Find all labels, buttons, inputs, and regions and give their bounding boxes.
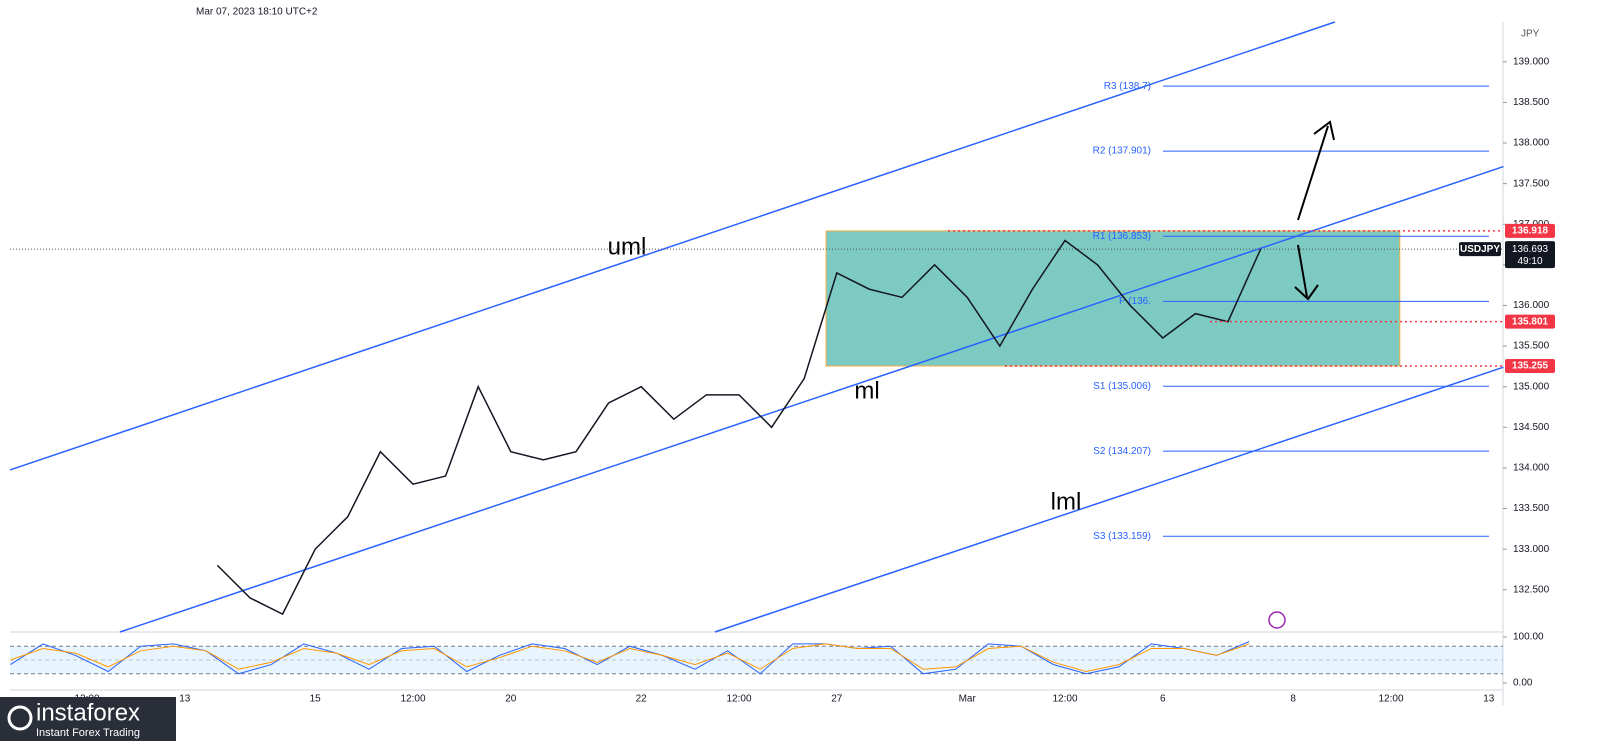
arrow-down-head bbox=[1294, 284, 1319, 301]
y-tick-label: 138.500 bbox=[1513, 97, 1550, 108]
arrow-down bbox=[1297, 244, 1308, 298]
price-tag-box bbox=[1505, 358, 1555, 373]
rsi-tick-label: 0.00 bbox=[1513, 678, 1533, 689]
price-tag-box bbox=[1505, 223, 1555, 238]
y-tick-label: 139.000 bbox=[1513, 56, 1550, 67]
y-tick-label: 132.500 bbox=[1513, 584, 1550, 595]
rsi-band-fill bbox=[10, 646, 1503, 674]
y-tick-label: 138.000 bbox=[1513, 138, 1550, 149]
channel-label: uml bbox=[608, 233, 647, 260]
arrows bbox=[1294, 120, 1335, 301]
arrow-up-head bbox=[1313, 120, 1335, 141]
price-line bbox=[216, 239, 1262, 616]
pivot-label: R1 (136.853) bbox=[1093, 231, 1151, 242]
pivot-label: S1 (135.006) bbox=[1093, 381, 1151, 392]
pivot-label: S3 (133.159) bbox=[1093, 531, 1151, 542]
price-tag-box bbox=[1505, 314, 1555, 329]
x-tick-label: 15 bbox=[310, 694, 322, 705]
x-tick-label: 12:00 bbox=[1052, 694, 1077, 705]
y-tick-label: 134.000 bbox=[1513, 463, 1550, 474]
rsi-line bbox=[10, 643, 1250, 673]
x-tick-label: 6 bbox=[1160, 694, 1166, 705]
x-tick-label: 13 bbox=[1483, 694, 1495, 705]
x-tick-label: 12:00 bbox=[726, 694, 751, 705]
plot: 132.500 133.000 133.500 134.000 134.500 135.0… bbox=[9, 21, 1555, 705]
watermark-logo bbox=[7, 705, 33, 731]
pivot-label: S2 (134.207) bbox=[1093, 446, 1151, 457]
symbol-tag: USDJPY bbox=[1460, 244, 1500, 255]
y-tick-label: 135.500 bbox=[1513, 341, 1550, 352]
price-tag: 135.255 bbox=[1512, 361, 1549, 372]
x-tick-label: 22 bbox=[636, 694, 648, 705]
x-tick-label: 12:00 bbox=[400, 694, 425, 705]
alert-icon[interactable] bbox=[1268, 611, 1286, 629]
countdown: 49:10 bbox=[1517, 256, 1542, 267]
symbol-tag-box bbox=[1459, 242, 1501, 257]
currency-label: JPY bbox=[1521, 29, 1540, 40]
y-tick-label: 134.500 bbox=[1513, 422, 1550, 433]
price-tag: 135.801 bbox=[1512, 316, 1549, 327]
y-tick-label: 137.500 bbox=[1513, 178, 1550, 189]
range-box bbox=[825, 230, 1401, 367]
header-date: Mar 07, 2023 18:10 UTC+2 bbox=[196, 7, 318, 18]
price-tag: 136.918 bbox=[1512, 226, 1549, 237]
rsi-line bbox=[10, 641, 1250, 675]
y-tick-label: 133.000 bbox=[1513, 544, 1550, 555]
arrow-up bbox=[1297, 125, 1329, 221]
y-tick-label: 135.000 bbox=[1513, 381, 1550, 392]
watermark-box bbox=[0, 697, 176, 741]
x-tick-label: 27 bbox=[831, 694, 843, 705]
rsi-tick-label: 100.00 bbox=[1513, 632, 1544, 643]
last-price-tag: 136.693 bbox=[1512, 244, 1549, 255]
channel-line bbox=[714, 366, 1504, 633]
pivot-label: P (136. bbox=[1119, 296, 1151, 307]
x-tick-label: 8 bbox=[1290, 694, 1296, 705]
x-tick-label: 13 bbox=[179, 694, 191, 705]
x-tick-label: Mar bbox=[959, 694, 977, 705]
y-tick-label: 133.500 bbox=[1513, 503, 1550, 514]
channel-label: ml bbox=[854, 377, 879, 404]
watermark-brand: instaforex bbox=[36, 699, 140, 726]
channel-label: lml bbox=[1051, 488, 1082, 515]
watermark-tagline: Instant Forex Trading bbox=[36, 727, 140, 739]
y-tick-label: 136.000 bbox=[1513, 300, 1550, 311]
pivot-label: R2 (137.901) bbox=[1093, 146, 1151, 157]
channel-line bbox=[9, 21, 1336, 471]
last-price-box bbox=[1505, 241, 1555, 269]
x-tick-label: 12:00 bbox=[1378, 694, 1403, 705]
x-tick-label: 20 bbox=[505, 694, 517, 705]
channel-line bbox=[119, 165, 1504, 633]
pivot-label: R3 (138.7) bbox=[1104, 81, 1151, 92]
